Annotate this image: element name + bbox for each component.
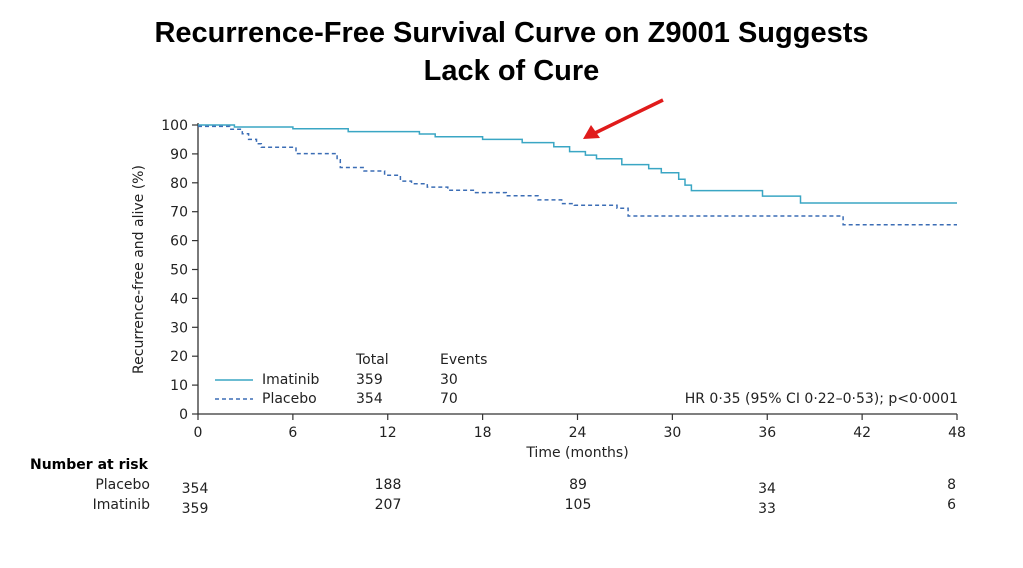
page-title: Recurrence-Free Survival Curve on Z9001 … — [0, 14, 1023, 90]
x-tick-label: 30 — [663, 425, 681, 441]
risk-cell-imatinib: 105 — [565, 497, 592, 513]
arrow-shaft — [594, 98, 664, 135]
risk-cell-imatinib: 359 — [182, 501, 209, 517]
y-tick-label: 0 — [179, 407, 188, 423]
risk-cell-imatinib: 33 — [758, 501, 776, 517]
risk-cell-placebo: 8 — [947, 477, 956, 493]
x-tick-label: 12 — [379, 425, 397, 441]
y-tick-label: 30 — [170, 320, 188, 336]
y-tick-label: 10 — [170, 378, 188, 394]
risk-row-label-imatinib: Imatinib — [93, 497, 150, 513]
risk-cell-imatinib: 207 — [375, 497, 402, 513]
series-line-placebo — [198, 125, 957, 226]
arrow-head-icon — [583, 125, 600, 139]
y-tick-label: 100 — [161, 118, 188, 134]
y-tick-label: 90 — [170, 147, 188, 163]
legend-label-imatinib: Imatinib — [262, 372, 319, 388]
legend-events-placebo: 70 — [440, 391, 458, 407]
y-tick-label: 80 — [170, 176, 188, 192]
legend-header-events: Events — [440, 352, 487, 368]
risk-cell-placebo: 89 — [569, 477, 587, 493]
y-tick-label: 60 — [170, 234, 188, 250]
risk-table-header: Number at risk — [30, 457, 149, 473]
risk-row-label-placebo: Placebo — [95, 477, 150, 493]
y-tick-label: 40 — [170, 291, 188, 307]
y-tick-label: 50 — [170, 263, 188, 279]
title-line-1: Recurrence-Free Survival Curve on Z9001 … — [154, 17, 869, 49]
risk-cell-placebo: 354 — [182, 481, 209, 497]
series-line-imatinib — [198, 124, 957, 204]
y-tick-label: 20 — [170, 349, 188, 365]
hazard-ratio-annotation: HR 0·35 (95% CI 0·22–0·53); p<0·0001 — [685, 391, 958, 407]
legend-total-placebo: 354 — [356, 391, 383, 407]
risk-cell-placebo: 188 — [375, 477, 402, 493]
legend-total-imatinib: 359 — [356, 372, 383, 388]
title-line-2: Lack of Cure — [423, 55, 600, 87]
x-axis-label: Time (months) — [525, 445, 628, 461]
x-tick-label: 24 — [569, 425, 587, 441]
x-tick-label: 48 — [948, 425, 966, 441]
risk-cell-imatinib: 6 — [947, 497, 956, 513]
x-tick-label: 42 — [853, 425, 871, 441]
y-tick-label: 70 — [170, 205, 188, 221]
legend-events-imatinib: 30 — [440, 372, 458, 388]
risk-cell-placebo: 34 — [758, 481, 776, 497]
y-axis-label: Recurrence-free and alive (%) — [131, 165, 147, 374]
x-tick-label: 18 — [474, 425, 492, 441]
x-tick-label: 6 — [288, 425, 297, 441]
x-tick-label: 0 — [194, 425, 203, 441]
legend-header-total: Total — [355, 352, 389, 368]
legend-label-placebo: Placebo — [262, 391, 317, 407]
x-tick-label: 36 — [758, 425, 776, 441]
